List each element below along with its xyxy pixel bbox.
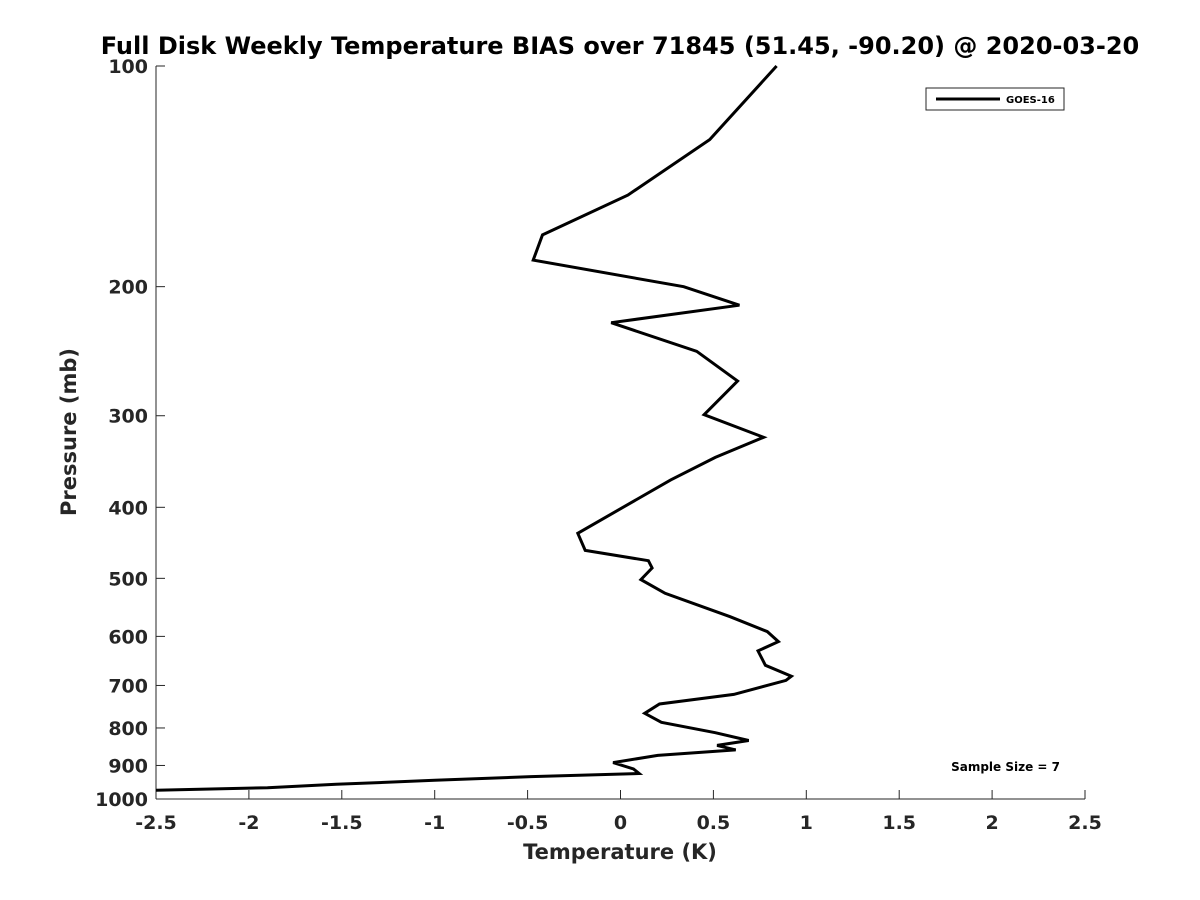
x-tick-label: 1.5	[882, 812, 916, 834]
x-tick-label: -2	[238, 812, 259, 834]
y-tick-label: 1000	[95, 789, 148, 811]
x-tick-label: -1	[424, 812, 445, 834]
series-group	[155, 64, 795, 792]
series-line-goes16	[155, 64, 795, 792]
y-axis-label: Pressure (mb)	[57, 348, 81, 516]
x-tick-label: 2.5	[1068, 812, 1102, 834]
x-tick-label: -0.5	[507, 812, 549, 834]
legend-label-goes16: GOES-16	[1006, 95, 1055, 106]
chart-title: Full Disk Weekly Temperature BIAS over 7…	[101, 32, 1140, 60]
y-tick-label: 800	[108, 718, 148, 740]
y-tick-label: 700	[108, 675, 148, 697]
y-ticks: 100 200 300 400 500 600 700 800 900 1000	[95, 56, 165, 811]
x-tick-label: 0	[614, 812, 627, 834]
y-tick-label: 400	[108, 497, 148, 519]
y-tick-label: 300	[108, 406, 148, 428]
x-tick-label: -1.5	[321, 812, 363, 834]
x-tick-label: 1	[800, 812, 813, 834]
y-tick-label: 200	[108, 277, 148, 299]
x-tick-label: 0.5	[697, 812, 731, 834]
y-tick-label: 500	[108, 568, 148, 590]
x-ticks: -2.5 -2 -1.5 -1 -0.5 0 0.5 1 1.5 2 2.5	[135, 790, 1102, 834]
plot-area: -2.5 -2 -1.5 -1 -0.5 0 0.5 1 1.5 2 2.5 100 200 300 40…	[95, 56, 1102, 834]
x-axis-label: Temperature (K)	[523, 840, 717, 864]
x-tick-label: -2.5	[135, 812, 177, 834]
y-tick-label: 100	[108, 56, 148, 78]
sample-size-annotation: Sample Size = 7	[951, 760, 1060, 774]
legend: GOES-16	[925, 87, 1065, 111]
y-tick-label: 900	[108, 755, 148, 777]
y-tick-label: 600	[108, 626, 148, 648]
x-tick-label: 2	[985, 812, 998, 834]
